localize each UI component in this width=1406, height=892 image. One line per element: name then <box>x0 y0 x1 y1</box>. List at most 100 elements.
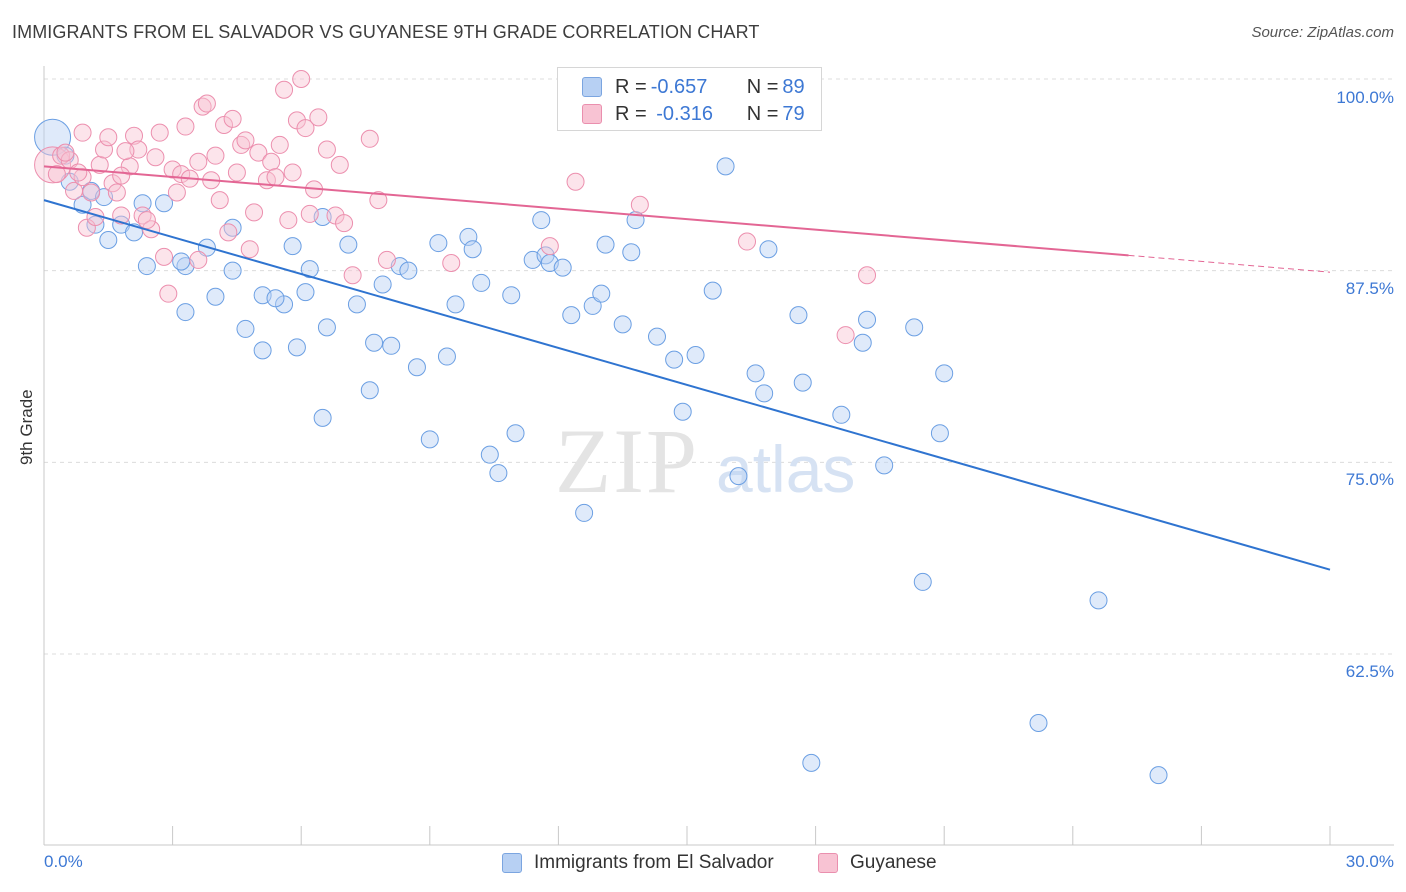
point-el-salvador <box>930 424 949 443</box>
point-el-salvador <box>755 384 774 403</box>
chart-title: IMMIGRANTS FROM EL SALVADOR VS GUYANESE … <box>12 22 760 42</box>
point-guyanese <box>163 160 182 179</box>
point-el-salvador <box>729 467 748 486</box>
n-value: 89 <box>782 75 805 98</box>
y-tick-label: 87.5% <box>1345 279 1394 298</box>
point-el-salvador <box>365 333 384 352</box>
point-el-salvador <box>176 303 195 322</box>
point-el-salvador <box>502 286 521 305</box>
point-guyanese <box>34 146 72 184</box>
legend-swatch-pink <box>818 853 838 873</box>
point-guyanese <box>279 211 298 230</box>
point-el-salvador <box>789 306 808 325</box>
y-tick-label: 75.0% <box>1345 470 1394 489</box>
point-el-salvador <box>716 157 735 176</box>
point-el-salvador <box>596 235 615 254</box>
point-el-salvador <box>472 273 491 292</box>
point-el-salvador <box>832 405 851 424</box>
y-axis-label: 9th Grade <box>17 389 36 465</box>
point-el-salvador <box>373 275 392 294</box>
point-el-salvador <box>905 318 924 337</box>
point-el-salvador <box>137 257 156 276</box>
point-el-salvador <box>583 296 602 315</box>
point-el-salvador <box>360 381 379 400</box>
point-guyanese <box>116 142 135 161</box>
point-guyanese <box>227 163 246 182</box>
trend-line-el-salvador <box>43 199 1331 571</box>
point-el-salvador <box>253 341 272 360</box>
point-el-salvador <box>575 503 594 522</box>
point-el-salvador <box>858 310 877 329</box>
legend-item-el-salvador[interactable]: Immigrants from El Salvador <box>502 852 774 874</box>
legend-row-pink: R = -0.316 N = 79 <box>582 101 805 127</box>
point-guyanese <box>442 254 461 272</box>
point-el-salvador <box>793 373 812 392</box>
point-el-salvador <box>532 211 551 230</box>
point-guyanese <box>107 183 126 202</box>
point-el-salvador <box>317 318 336 337</box>
point-guyanese <box>377 250 396 269</box>
point-el-salvador <box>382 336 401 355</box>
point-el-salvador <box>480 445 499 464</box>
point-guyanese <box>73 123 92 142</box>
point-guyanese <box>189 250 208 269</box>
legend-label: Guyanese <box>850 852 937 873</box>
legend-swatch-blue <box>502 853 522 873</box>
trend-lines <box>43 165 1331 571</box>
data-points <box>34 70 1168 785</box>
point-guyanese <box>197 94 216 113</box>
n-label: N = <box>746 102 779 125</box>
point-el-salvador <box>759 240 778 259</box>
point-guyanese <box>262 152 281 171</box>
legend-swatch-pink <box>582 104 602 124</box>
point-guyanese <box>360 129 379 148</box>
point-guyanese <box>47 165 66 184</box>
point-guyanese <box>236 131 255 150</box>
point-el-salvador <box>686 346 705 364</box>
point-guyanese <box>296 119 315 138</box>
watermark: ZIP atlas <box>555 410 855 512</box>
point-guyanese <box>146 148 165 167</box>
point-el-salvador <box>463 240 482 259</box>
point-el-salvador <box>647 327 666 346</box>
point-guyanese <box>330 155 349 174</box>
point-guyanese <box>167 183 186 202</box>
point-el-salvador <box>746 364 765 383</box>
point-el-salvador <box>673 402 692 421</box>
point-el-salvador <box>223 261 242 280</box>
point-el-salvador <box>300 260 319 279</box>
point-guyanese <box>249 143 268 162</box>
point-el-salvador <box>287 338 306 357</box>
point-el-salvador <box>853 333 872 352</box>
point-guyanese <box>129 140 148 159</box>
point-el-salvador <box>592 284 611 303</box>
point-guyanese <box>137 211 156 230</box>
x-tick-label: 0.0% <box>44 852 83 871</box>
r-label: R = <box>615 102 647 125</box>
legend-label: Immigrants from El Salvador <box>534 852 774 873</box>
point-el-salvador <box>206 287 225 306</box>
point-el-salvador <box>407 358 426 377</box>
series-legend: Immigrants from El Salvador Guyanese <box>0 852 1406 878</box>
point-el-salvador <box>489 464 508 483</box>
point-el-salvador <box>155 194 174 213</box>
point-guyanese <box>223 109 242 128</box>
point-el-salvador <box>313 408 332 427</box>
watermark-atlas: atlas <box>716 432 855 506</box>
point-el-salvador <box>172 252 191 271</box>
point-el-salvador <box>429 234 448 253</box>
point-el-salvador <box>665 350 684 369</box>
legend-item-guyanese[interactable]: Guyanese <box>818 852 937 874</box>
point-el-salvador <box>283 237 302 256</box>
point-guyanese <box>335 214 354 233</box>
legend-swatch-blue <box>582 77 602 97</box>
point-el-salvador <box>1149 766 1168 785</box>
point-guyanese <box>69 163 88 182</box>
point-guyanese <box>270 135 289 154</box>
point-guyanese <box>219 223 238 242</box>
point-guyanese <box>836 326 855 345</box>
point-el-salvador <box>420 430 439 449</box>
point-guyanese <box>300 204 319 223</box>
point-el-salvador <box>1089 591 1108 610</box>
